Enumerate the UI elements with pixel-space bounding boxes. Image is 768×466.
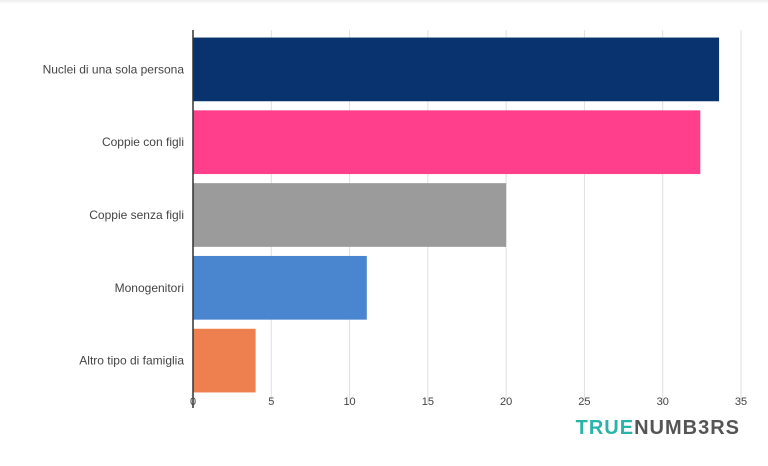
x-tick-label-25: 25 [578,396,590,408]
x-tick-label-15: 15 [422,396,434,408]
bar-0 [193,37,720,102]
x-tick-label-0: 0 [190,396,196,408]
bars [193,37,720,393]
bar-4 [193,328,256,393]
brand-logo-part2: NUMB3RS [634,417,740,439]
bar-2 [193,183,507,247]
category-label-4: Altro tipo di famiglia [79,354,184,368]
category-label-3: Monogenitori [115,281,184,295]
category-label-0: Nuclei di una sola persona [43,62,185,76]
x-tick-label-35: 35 [735,396,747,408]
top-divider [0,0,768,4]
bar-1 [193,110,701,175]
category-label-2: Coppie senza figli [89,208,184,222]
x-tick-label-10: 10 [343,396,355,408]
brand-logo-part1: TRUE [575,417,635,439]
bar-3 [193,255,367,320]
brand-logo: TRUENUMB3RS [576,417,740,440]
labels: 0 5 10 15 20 25 30 35 Nuclei di una sola persona… [43,62,748,408]
category-label-1: Coppie con figli [102,135,184,149]
x-tick-label-20: 20 [500,396,512,408]
x-tick-label-30: 30 [657,396,669,408]
x-tick-label-5: 5 [268,396,274,408]
